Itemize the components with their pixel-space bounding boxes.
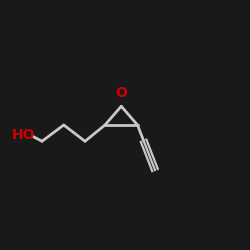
Text: HO: HO	[12, 128, 36, 142]
Text: O: O	[115, 86, 127, 100]
